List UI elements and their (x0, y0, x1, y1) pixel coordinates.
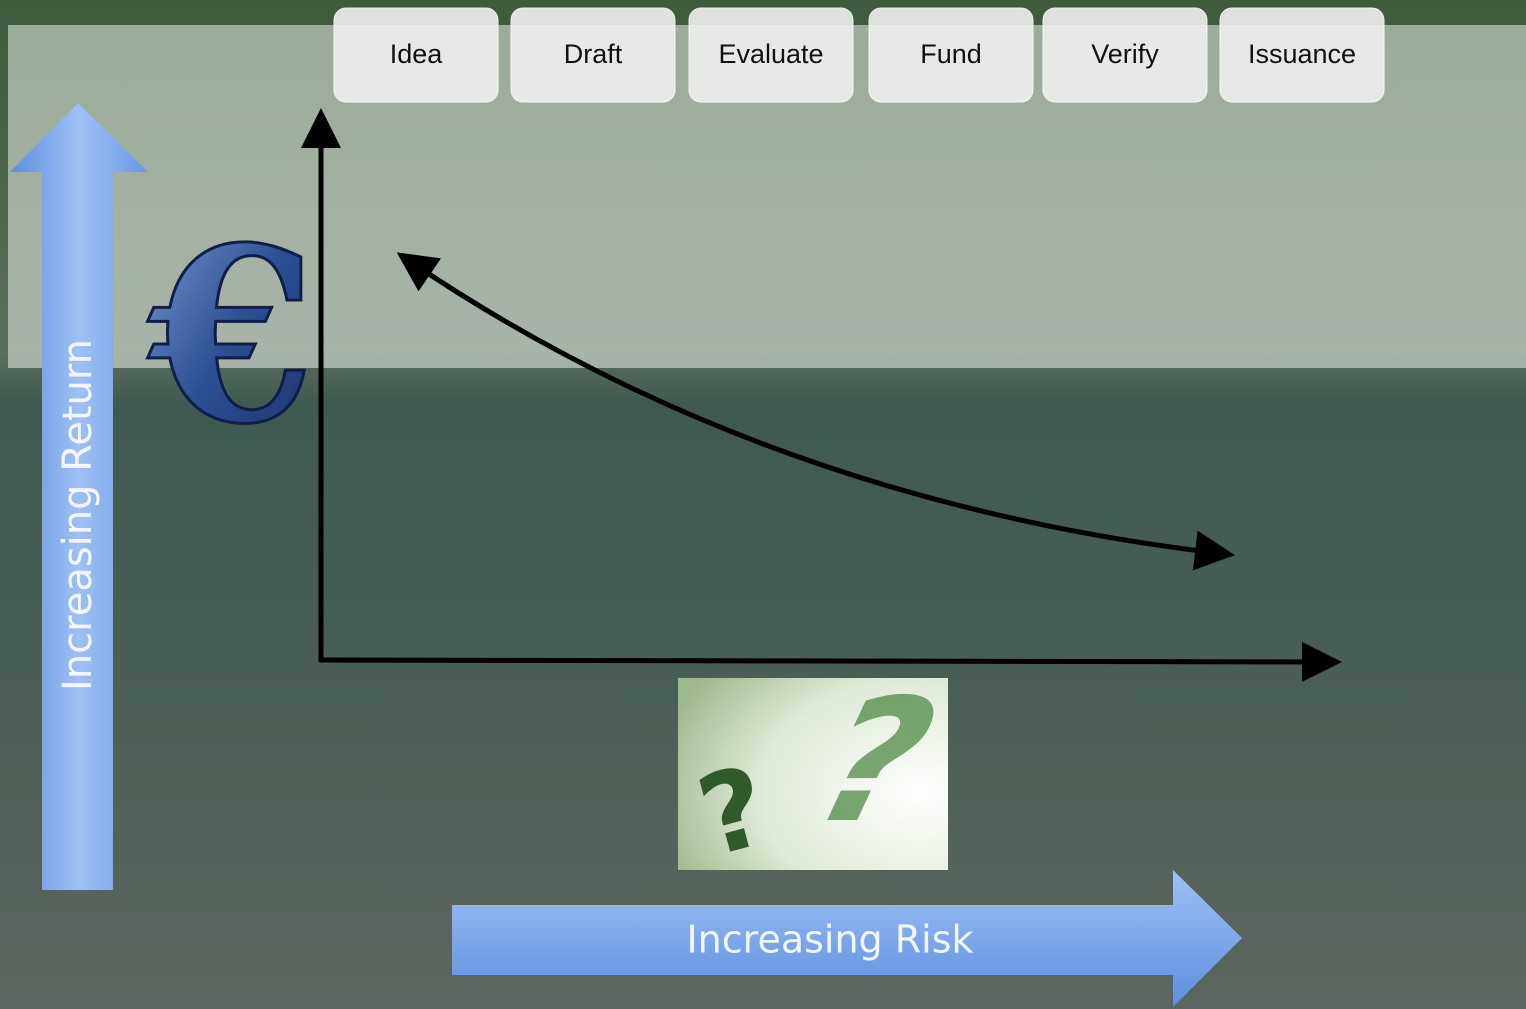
x-axis-label: Increasing Risk (686, 918, 973, 962)
stage-label: Draft (564, 39, 623, 69)
euro-icon: € (148, 195, 316, 477)
stage-label: Idea (390, 39, 444, 69)
stage-label: Evaluate (718, 39, 823, 69)
stage-label: Verify (1091, 39, 1159, 69)
page: Idea Draft Evaluate Fund Verify Issuance Incr… (0, 0, 1526, 1009)
y-axis-label: Increasing Return (55, 339, 101, 691)
slide: Idea Draft Evaluate Fund Verify Issuance Incr… (0, 0, 1526, 1009)
stage-label: Fund (920, 39, 982, 69)
stage-label: Issuance (1248, 39, 1356, 69)
x-axis (319, 660, 1332, 662)
